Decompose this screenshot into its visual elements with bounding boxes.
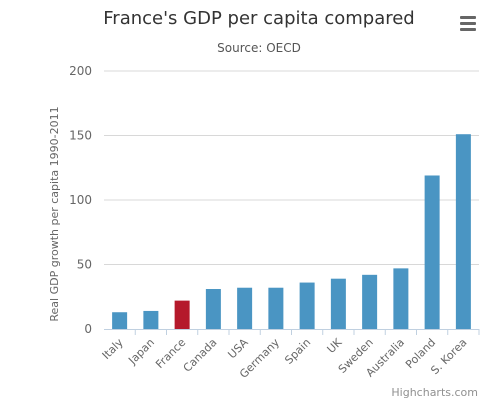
y-tick-label: 50 bbox=[77, 258, 92, 272]
bar-canada[interactable] bbox=[205, 289, 221, 329]
hamburger-menu-icon bbox=[460, 16, 476, 31]
x-tick-label: Japan bbox=[125, 336, 157, 368]
y-axis-ticks: 0 50 100 150 200 bbox=[69, 64, 92, 336]
x-tick-label: USA bbox=[225, 336, 251, 362]
bar-australia[interactable] bbox=[393, 268, 409, 329]
y-tick-label: 200 bbox=[69, 64, 92, 78]
menu-button[interactable] bbox=[456, 12, 480, 34]
bar-japan[interactable] bbox=[143, 310, 159, 329]
x-tick-label: Spain bbox=[282, 336, 313, 367]
y-tick-label: 100 bbox=[69, 193, 92, 207]
y-axis-label: Real GDP growth per capita 1990-2011 bbox=[48, 106, 61, 321]
y-tick-label: 0 bbox=[84, 322, 92, 336]
bar-usa[interactable] bbox=[237, 287, 253, 329]
gridlines bbox=[104, 70, 479, 265]
credits-link[interactable]: Highcharts.com bbox=[391, 386, 478, 399]
bars bbox=[112, 134, 471, 329]
bar-spain[interactable] bbox=[299, 282, 315, 329]
x-tick-label: UK bbox=[325, 335, 346, 356]
y-tick-label: 150 bbox=[69, 129, 92, 143]
chart-title: France's GDP per capita compared bbox=[103, 8, 414, 29]
bar-poland[interactable] bbox=[424, 175, 440, 329]
bar-uk[interactable] bbox=[330, 278, 346, 329]
x-tick-label: Canada bbox=[181, 336, 220, 375]
bar-s-korea[interactable] bbox=[455, 134, 471, 329]
bar-italy[interactable] bbox=[112, 312, 128, 329]
bar-sweden[interactable] bbox=[362, 274, 378, 329]
chart-subtitle: Source: OECD bbox=[217, 41, 301, 55]
x-tick-label: Italy bbox=[100, 336, 126, 362]
bar-germany[interactable] bbox=[268, 287, 284, 329]
bar-france[interactable] bbox=[174, 300, 190, 329]
